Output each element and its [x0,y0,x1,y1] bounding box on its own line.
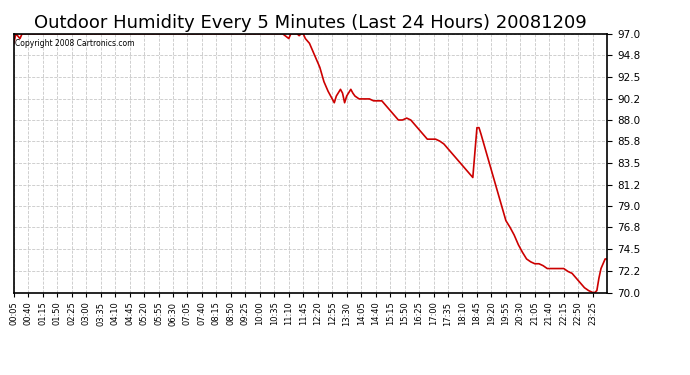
Text: Copyright 2008 Cartronics.com: Copyright 2008 Cartronics.com [15,39,135,48]
Title: Outdoor Humidity Every 5 Minutes (Last 24 Hours) 20081209: Outdoor Humidity Every 5 Minutes (Last 2… [34,14,587,32]
